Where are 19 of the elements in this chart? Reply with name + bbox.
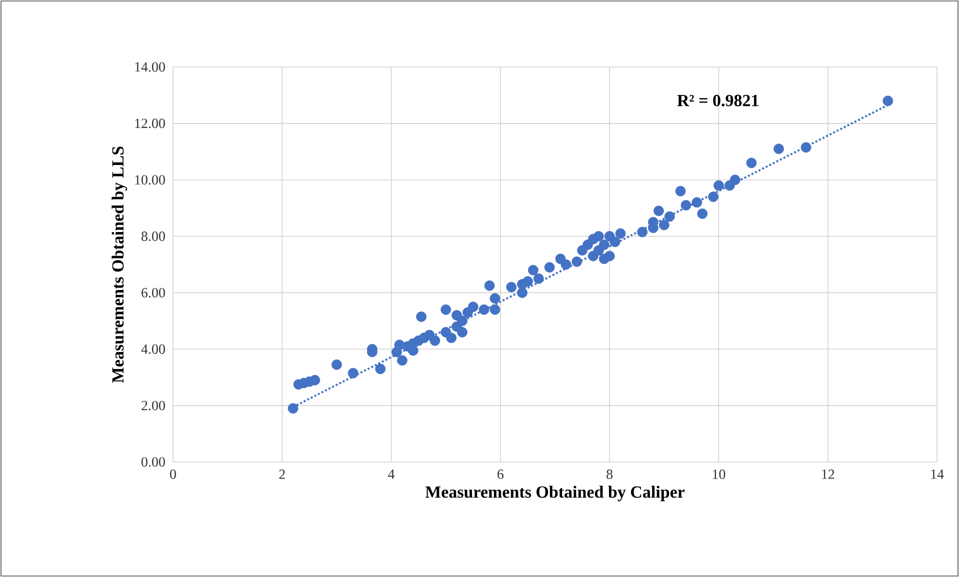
x-tick-label: 2: [279, 470, 285, 479]
x-tick-label: 12: [822, 470, 834, 479]
y-tick-label: 14.00: [135, 62, 165, 72]
x-tick-label: 0: [170, 470, 176, 479]
annotation: R² = 0.9821: [677, 94, 758, 106]
y-tick-label: 6.00: [142, 288, 165, 298]
y-tick-label: 8.00: [142, 232, 165, 242]
x-tick-label: 4: [388, 470, 395, 479]
x-tick-label: 6: [498, 470, 504, 479]
y-tick-label: 10.00: [135, 175, 165, 185]
y-tick-label: 4.00: [141, 344, 165, 354]
y-axis-title: Measurements Obtained by LLS: [112, 146, 128, 383]
x-axis-title: Measurements Obtained by Caliper: [425, 486, 685, 502]
x-tick-label: 8: [606, 470, 613, 479]
x-tick-label: 10: [712, 470, 726, 479]
y-tick-label: 2.00: [142, 400, 165, 410]
y-tick-label: 0.00: [142, 457, 165, 467]
x-tick-label: 14: [931, 470, 944, 479]
y-tick-label: 12.00: [135, 118, 165, 128]
